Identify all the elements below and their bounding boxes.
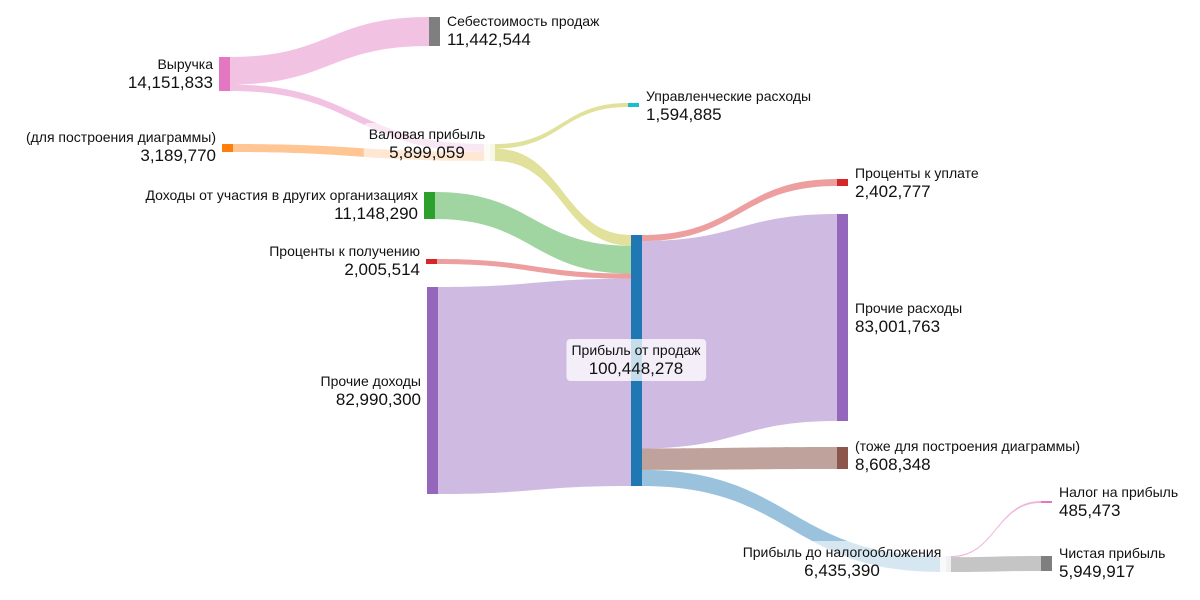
node-value: 100,448,278	[589, 359, 684, 378]
link-revenue-to-gross_profit	[230, 84, 484, 152]
node-value: 83,001,763	[855, 317, 940, 336]
node-name: Управленческие расходы	[646, 88, 811, 104]
link-sales_profit-to-chart_helper2	[642, 447, 837, 470]
node-name: Проценты к уплате	[855, 165, 979, 181]
node-name: Выручка	[157, 56, 213, 72]
node-mgmt_exp	[628, 103, 639, 107]
node-interest_recv	[426, 259, 437, 264]
node-other_exp	[837, 214, 848, 421]
node-other_income	[427, 287, 438, 494]
sankey-links	[230, 17, 1041, 572]
link-gross_profit-to-mgmt_exp	[495, 103, 628, 149]
node-value: 5,949,917	[1059, 562, 1135, 581]
node-value: 8,608,348	[855, 455, 931, 474]
node-tax	[1041, 501, 1052, 503]
node-name: Прибыль до налогообложения	[743, 544, 942, 560]
label-background	[737, 541, 947, 583]
node-net_profit	[1041, 556, 1052, 571]
node-value: 485,473	[1059, 501, 1120, 520]
node-value: 14,151,833	[128, 73, 213, 92]
node-interest_pay	[837, 179, 848, 186]
label-background	[566, 339, 707, 381]
node-name: (тоже для построения диаграммы)	[855, 438, 1080, 454]
node-value: 3,189,770	[140, 146, 216, 165]
label-other_orgs: Доходы от участия в других организациях1…	[145, 187, 418, 223]
label-chart_helper2: (тоже для построения диаграммы)8,608,348	[855, 438, 1080, 474]
node-value: 11,148,290	[334, 204, 418, 223]
node-chart_helper	[222, 144, 233, 152]
node-name: Чистая прибыль	[1059, 545, 1165, 561]
node-revenue	[219, 57, 230, 91]
node-value: 2,402,777	[855, 182, 931, 201]
node-chart_helper2	[837, 447, 848, 469]
node-name: Прочие расходы	[855, 300, 962, 316]
node-value: 2,005,514	[344, 260, 420, 279]
node-other_orgs	[424, 192, 435, 219]
link-gross_profit-to-sales_profit	[495, 148, 631, 246]
node-value: 11,442,544	[447, 30, 531, 49]
link-revenue-to-cogs	[230, 17, 429, 85]
link-other_orgs-to-sales_profit	[435, 192, 631, 274]
node-value: 6,435,390	[804, 561, 880, 580]
link-interest_recv-to-sales_profit	[437, 259, 631, 279]
label-chart_helper: (для построения диаграммы)3,189,770	[26, 129, 216, 165]
node-cogs	[429, 17, 440, 46]
node-name: Прибыль от продаж	[571, 342, 701, 358]
node-name: Прочие доходы	[321, 373, 421, 389]
link-pretax-to-tax	[951, 501, 1041, 558]
link-sales_profit-to-other_exp	[642, 214, 837, 449]
node-value: 1,594,885	[646, 105, 722, 124]
link-sales_profit-to-pretax	[642, 469, 940, 572]
node-name: Себестоимость продаж	[447, 13, 600, 29]
node-name: Доходы от участия в других организациях	[145, 187, 418, 203]
sankey-nodes	[219, 17, 1052, 572]
node-name: Валовая прибыль	[369, 126, 486, 142]
node-value: 5,899,059	[389, 143, 465, 162]
node-name: Налог на прибыль	[1059, 484, 1178, 500]
link-sales_profit-to-interest_pay	[642, 179, 837, 242]
link-other_income-to-sales_profit	[438, 278, 631, 494]
label-background	[363, 123, 491, 165]
node-value: 82,990,300	[336, 390, 421, 409]
node-name: Проценты к получению	[269, 243, 420, 259]
link-pretax-to-net_profit	[951, 556, 1041, 572]
node-name: (для построения диаграммы)	[26, 129, 216, 145]
